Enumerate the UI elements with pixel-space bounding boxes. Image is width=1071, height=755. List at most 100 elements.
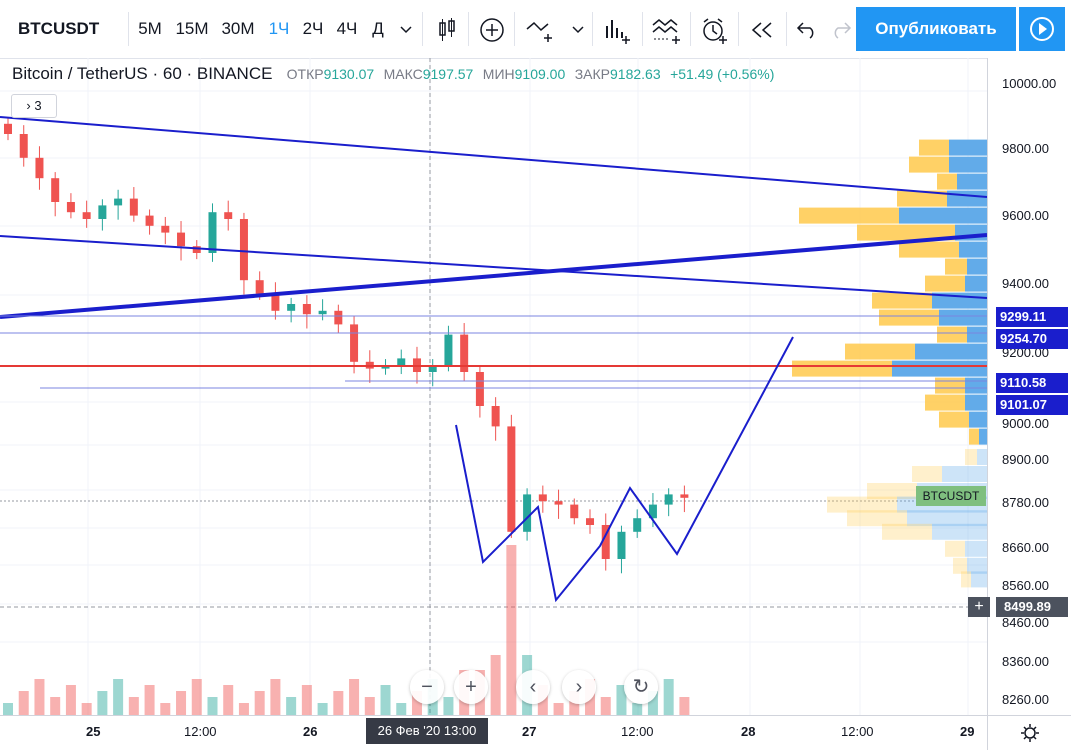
toolbar-divider (738, 12, 739, 46)
reset-chart-button[interactable]: ↻ (624, 670, 658, 704)
interval-5m[interactable]: 5М (138, 19, 162, 38)
legend-change: +51.49 (+0.56%) (670, 66, 775, 82)
time-label: 29 (960, 724, 975, 739)
volume-profile-up (925, 394, 965, 411)
volume-profile-up (845, 343, 915, 360)
volume-bar (254, 691, 265, 715)
volume-profile (792, 139, 987, 588)
volume-profile-down (965, 394, 987, 411)
candle-body (4, 123, 12, 134)
volume-profile-up (969, 428, 979, 445)
trend-line-upper (0, 116, 987, 198)
volume-bar (506, 545, 517, 715)
volume-profile-down (967, 326, 987, 343)
candle-body (397, 358, 406, 366)
interval-2h[interactable]: 2Ч (302, 19, 324, 38)
legend-low: 9109.00 (514, 66, 566, 82)
price-tick: 8260.00 (1002, 692, 1049, 707)
toolbar-divider (514, 12, 515, 46)
price-chart[interactable] (0, 58, 987, 715)
toolbar-divider (422, 12, 423, 46)
zoom-out-button[interactable]: − (410, 670, 444, 704)
price-label-line: 9110.58 (996, 373, 1068, 393)
candle-body (428, 365, 437, 372)
candle-body (161, 225, 170, 233)
volume-profile-up (909, 156, 949, 173)
candle-body (350, 324, 359, 362)
publish-button[interactable]: Опубликовать (856, 7, 1016, 51)
candle-body (491, 406, 500, 427)
undo-icon[interactable] (790, 0, 824, 58)
time-label: 12:00 (184, 724, 217, 739)
trend-line-lower (0, 235, 987, 299)
top-toolbar: BTCUSDT 5М 15М 30М 1Ч 2Ч 4Ч Д Опубли (0, 0, 1071, 59)
toolbar-divider (592, 12, 593, 46)
volume-profile-up (882, 523, 932, 540)
volume-bar (632, 703, 643, 715)
crosshair-date-label: 26 Фев '20 13:00 (366, 718, 488, 744)
candle-body (648, 504, 657, 519)
candle-body (98, 205, 107, 219)
financials-icon[interactable] (598, 0, 638, 58)
volume-bar (113, 679, 124, 715)
replay-rewind-icon[interactable] (742, 0, 782, 58)
candle-body (19, 134, 28, 158)
candle-body (302, 304, 311, 315)
candle-body (192, 246, 201, 253)
volume-profile-up (792, 360, 892, 377)
volume-profile-up (919, 139, 949, 156)
candles-style-icon[interactable] (430, 0, 464, 58)
volume-bar (34, 679, 45, 715)
alert-clock-icon[interactable] (694, 0, 734, 58)
legend-high: 9197.57 (422, 66, 474, 82)
indicators-icon[interactable] (520, 0, 560, 58)
legend-low-label: МИН (482, 66, 515, 82)
toolbar-divider (786, 12, 787, 46)
settings-gear-icon[interactable] (987, 715, 1071, 750)
redo-icon[interactable] (826, 0, 856, 58)
legend-close-label: ЗАКР (574, 66, 610, 82)
candle-body (617, 531, 626, 559)
interval-30m[interactable]: 30М (221, 19, 255, 38)
templates-icon[interactable] (646, 0, 686, 58)
zoom-in-button[interactable]: + (454, 670, 488, 704)
candles (4, 117, 689, 574)
chevron-down-icon[interactable] (566, 0, 590, 58)
compare-add-icon[interactable] (474, 0, 510, 58)
volume-bar (65, 685, 76, 715)
symbol-search-button[interactable]: BTCUSDT (18, 19, 100, 38)
candle-body (633, 518, 642, 532)
interval-1d[interactable]: Д (372, 19, 384, 38)
candle-body (145, 215, 154, 226)
volume-bar (286, 697, 297, 715)
volume-profile-down (967, 557, 987, 574)
time-axis[interactable]: 25 12:00 26 27 12:00 28 12:00 29 (0, 715, 987, 750)
toolbar-divider (468, 12, 469, 46)
volume-profile-up (945, 540, 965, 557)
candle-body (570, 504, 579, 519)
interval-15m[interactable]: 15М (175, 19, 209, 38)
interval-4h[interactable]: 4Ч (336, 19, 358, 38)
volume-profile-down (939, 309, 987, 326)
legend-open-label: ОТКР (286, 66, 324, 82)
volume-profile-up (827, 496, 897, 513)
scroll-left-button[interactable]: ‹ (516, 670, 550, 704)
time-label: 28 (741, 724, 756, 739)
play-icon[interactable] (1019, 7, 1065, 51)
price-tick: 8900.00 (1002, 452, 1049, 467)
volume-profile-up (897, 190, 947, 207)
scroll-right-button[interactable]: › (562, 670, 596, 704)
volume-profile-down (965, 540, 987, 557)
candle-body (523, 494, 532, 532)
volume-profile-down (965, 275, 987, 292)
volume-profile-up (953, 557, 967, 574)
volume-profile-up (867, 483, 917, 499)
interval-1h[interactable]: 1Ч (268, 19, 290, 38)
volume-profile-up (965, 449, 977, 465)
indicators-toggle-button[interactable]: › 3 (11, 94, 57, 118)
chevron-down-icon[interactable] (394, 0, 418, 58)
add-plus-icon[interactable]: + (968, 597, 990, 617)
price-tick: 9600.00 (1002, 208, 1049, 223)
volume-profile-down (892, 360, 987, 377)
candle-body (35, 157, 44, 179)
